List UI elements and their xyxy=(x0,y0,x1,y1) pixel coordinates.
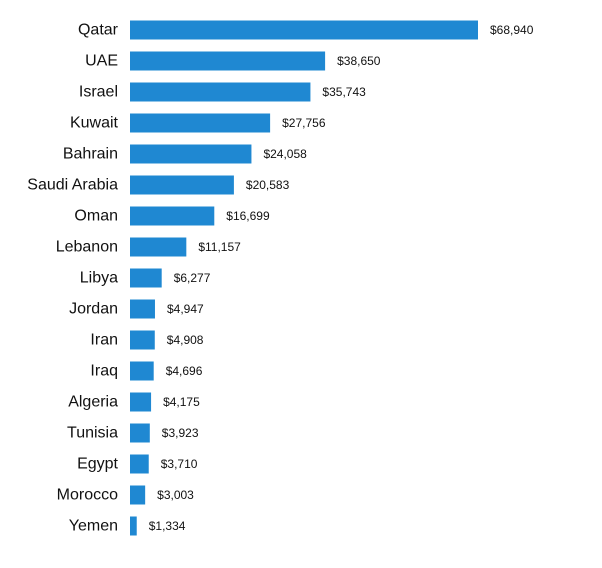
value-label-kuwait: $27,756 xyxy=(282,116,326,130)
value-label-jordan: $4,947 xyxy=(167,302,204,316)
bar-kuwait xyxy=(130,113,271,133)
bar-oman xyxy=(130,206,215,226)
bar-qatar xyxy=(130,20,478,40)
category-label-lebanon: Lebanon xyxy=(56,239,118,256)
bar-tunisia xyxy=(130,423,150,443)
value-label-iran: $4,908 xyxy=(167,333,204,347)
value-label-iraq: $4,696 xyxy=(166,364,203,378)
category-label-kuwait: Kuwait xyxy=(70,115,119,132)
value-label-uae: $38,650 xyxy=(337,54,381,68)
bar-jordan xyxy=(130,299,155,319)
value-label-saudi-arabia: $20,583 xyxy=(246,178,290,192)
category-labels: Qatar UAE Israel Kuwait Bahrain Saudi Arabia O… xyxy=(27,22,118,535)
bar-egypt xyxy=(130,454,149,474)
value-label-morocco: $3,003 xyxy=(157,488,194,502)
bar-yemen xyxy=(130,516,137,536)
bar-bahrain xyxy=(130,144,252,164)
category-label-iran: Iran xyxy=(90,332,118,349)
category-label-oman: Oman xyxy=(74,208,118,225)
category-label-tunisia: Tunisia xyxy=(67,425,118,442)
bar-uae xyxy=(130,51,326,71)
bars xyxy=(130,20,478,536)
value-label-israel: $35,743 xyxy=(322,85,366,99)
category-label-uae: UAE xyxy=(85,53,118,70)
bar-morocco xyxy=(130,485,146,505)
category-label-egypt: Egypt xyxy=(77,456,118,473)
value-labels: $68,940 $38,650 $35,743 $27,756 $24,058 $20,5… xyxy=(149,23,534,533)
value-label-libya: $6,277 xyxy=(174,271,211,285)
value-label-algeria: $4,175 xyxy=(163,395,200,409)
category-label-libya: Libya xyxy=(80,270,118,287)
category-label-morocco: Morocco xyxy=(57,487,118,504)
category-label-yemen: Yemen xyxy=(69,518,118,535)
category-label-israel: Israel xyxy=(79,84,118,101)
bar-iran xyxy=(130,330,155,350)
bar-saudi-arabia xyxy=(130,175,234,195)
value-label-tunisia: $3,923 xyxy=(162,426,199,440)
value-label-yemen: $1,334 xyxy=(149,519,186,533)
bar-algeria xyxy=(130,392,152,412)
bar-lebanon xyxy=(130,237,187,257)
bar-libya xyxy=(130,268,162,288)
value-label-egypt: $3,710 xyxy=(161,457,198,471)
bar-iraq xyxy=(130,361,154,381)
category-label-algeria: Algeria xyxy=(68,394,118,411)
bar-israel xyxy=(130,82,311,102)
value-label-bahrain: $24,058 xyxy=(263,147,307,161)
category-label-jordan: Jordan xyxy=(69,301,118,318)
value-label-lebanon: $11,157 xyxy=(198,240,241,254)
category-label-qatar: Qatar xyxy=(78,22,119,39)
value-label-oman: $16,699 xyxy=(226,209,270,223)
category-label-iraq: Iraq xyxy=(90,363,118,380)
category-label-saudi-arabia: Saudi Arabia xyxy=(27,177,118,194)
value-label-qatar: $68,940 xyxy=(490,23,534,37)
category-label-bahrain: Bahrain xyxy=(63,146,118,163)
